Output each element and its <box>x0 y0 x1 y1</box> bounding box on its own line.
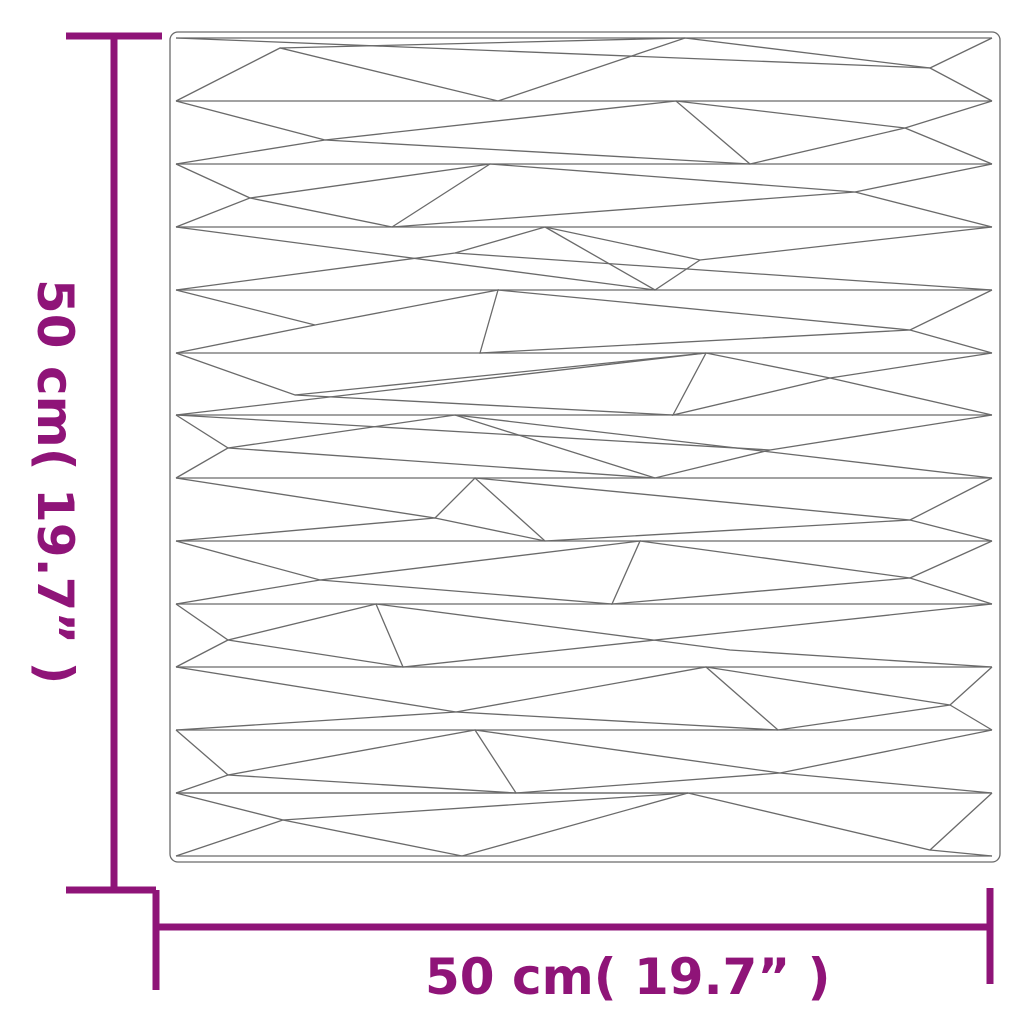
panel-facet-line <box>227 447 656 479</box>
panel-outline <box>169 31 1001 863</box>
panel-facet-line <box>175 414 771 451</box>
panel-facet-line <box>949 704 993 731</box>
panel-facet-line <box>375 603 993 668</box>
panel-facet-line <box>434 517 546 542</box>
panel-facet-line <box>455 711 779 731</box>
height-label: 50 cm( 19.7” ) <box>26 279 84 685</box>
panel-facet-line <box>319 579 613 605</box>
panel-facet-line <box>227 774 517 794</box>
panel-facet-line <box>175 289 993 354</box>
panel-facet-line <box>175 603 993 668</box>
panel-facet-line <box>227 639 404 668</box>
panel-facet-line <box>909 519 993 542</box>
panel-facet-line <box>489 163 856 193</box>
panel-facet-line <box>544 226 701 291</box>
panel-facet-line <box>324 100 993 165</box>
panel-facet-line <box>909 540 993 579</box>
panel-facet-line <box>324 139 751 165</box>
panel-facet-line <box>639 540 911 579</box>
panel-facet-line <box>175 792 286 857</box>
panel-facet-line <box>282 792 993 851</box>
panel-facet-line <box>175 517 436 542</box>
panel-facet-line <box>904 127 993 165</box>
panel-facet-line <box>175 352 993 416</box>
panel-facet-line <box>175 477 993 542</box>
panel-facet-line <box>282 792 689 857</box>
panel-facet-line <box>294 394 674 416</box>
panel-facet-line <box>175 579 321 605</box>
panel-facet-line <box>249 197 393 228</box>
panel-facet-line <box>497 289 911 331</box>
dimension-lines <box>66 32 994 990</box>
panel-facet-line <box>175 37 993 102</box>
panel-facet-line <box>854 191 993 228</box>
panel-facet-line <box>175 666 993 731</box>
panel-facet-line <box>675 100 906 129</box>
panel-facet-line <box>175 226 656 291</box>
panel-facet-line <box>909 329 993 354</box>
panel-facet-line <box>175 711 457 731</box>
panel-facet-line <box>671 352 993 416</box>
width-label: 50 cm( 19.7” ) <box>425 948 831 1006</box>
panel-facet-line <box>705 666 951 706</box>
wall-panel <box>169 31 1001 863</box>
panel-facet-line <box>175 100 326 165</box>
panel-facet-line <box>175 414 230 479</box>
panel-facet-line <box>175 163 252 228</box>
panel-facet-line <box>175 639 229 668</box>
panel-facet-line <box>929 849 993 857</box>
panel-facet-line <box>929 37 993 69</box>
panel-facet-line <box>175 540 993 605</box>
panel-facet-line <box>474 729 993 794</box>
panel-facet-line <box>474 477 911 521</box>
panel-facet-line <box>454 252 993 291</box>
panel-facet-line <box>175 324 316 354</box>
panel-facet-line <box>175 729 230 794</box>
panel-facet-line <box>227 729 993 794</box>
panel-facet-line <box>279 37 686 49</box>
panel-facet-line <box>454 414 993 479</box>
panel-facet-line <box>175 37 931 69</box>
panel-facet-line <box>175 352 707 416</box>
